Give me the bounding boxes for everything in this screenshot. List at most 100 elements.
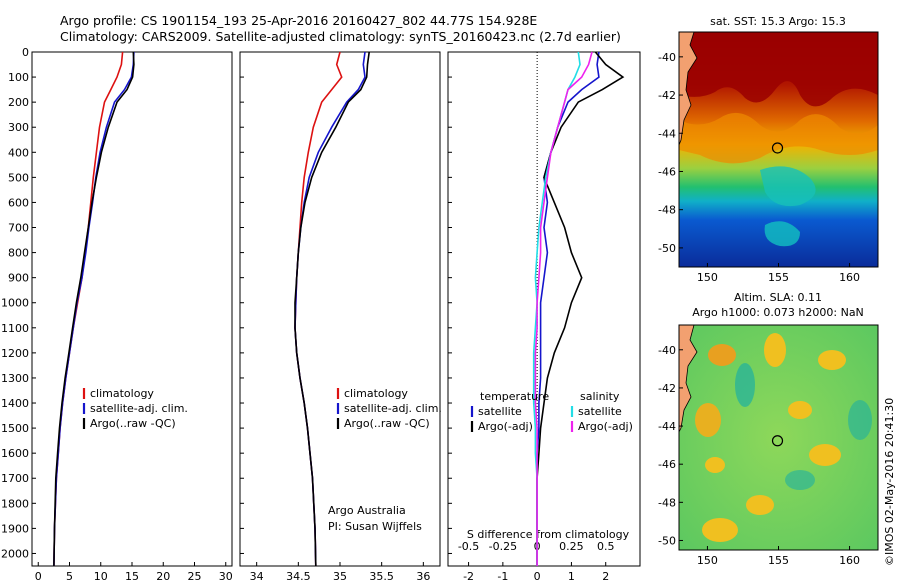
legend-entry: satellite bbox=[478, 405, 522, 418]
argo-position-marker bbox=[771, 435, 784, 447]
x-tick-label: 35.5 bbox=[369, 570, 394, 580]
map-x-tick-label: 150 bbox=[697, 554, 718, 567]
sla-blob bbox=[746, 495, 774, 515]
x-tick-label: -1 bbox=[497, 570, 508, 580]
argo-position-marker bbox=[771, 142, 784, 154]
sst-warm-front bbox=[679, 32, 878, 107]
x-tick-label: 34.5 bbox=[286, 570, 311, 580]
x-tick-label: -2 bbox=[463, 570, 474, 580]
y-tick-label: 1100 bbox=[1, 322, 29, 335]
header-line2: Climatology: CARS2009. Satellite-adjuste… bbox=[60, 29, 621, 44]
series-line bbox=[294, 51, 370, 567]
y-tick-label: 1000 bbox=[1, 297, 29, 310]
plot-frame bbox=[447, 51, 641, 567]
y-tick-label: 1800 bbox=[1, 497, 29, 510]
x-tick-label: 0 bbox=[35, 570, 42, 580]
header-line1: Argo profile: CS 1901154_193 25-Apr-2016… bbox=[60, 13, 537, 28]
map-y-tick-label: -48 bbox=[658, 496, 676, 509]
sla-map: Altim. SLA: 0.11 Argo h1000: 0.073 h2000… bbox=[658, 291, 879, 567]
x-tick-label: 25 bbox=[188, 570, 202, 580]
sla-blob bbox=[695, 403, 721, 437]
x-tick-label: 5 bbox=[66, 570, 73, 580]
sla-map-title-2: Argo h1000: 0.073 h2000: NaN bbox=[692, 306, 864, 319]
plot-frame bbox=[31, 51, 233, 567]
sla-blob bbox=[705, 457, 725, 473]
y-tick-label: 300 bbox=[8, 121, 29, 134]
x-tick-label: 15 bbox=[125, 570, 139, 580]
difference-panel: -2-1012T difference from climatology-0.5… bbox=[447, 51, 641, 583]
map-y-tick-label: -42 bbox=[658, 382, 676, 395]
y-tick-label: 0 bbox=[22, 46, 29, 59]
x-tick-label: 10 bbox=[94, 570, 108, 580]
sla-blob bbox=[809, 444, 841, 466]
s-tick-label: -0.5 bbox=[458, 540, 479, 553]
y-tick-label: 1600 bbox=[1, 447, 29, 460]
sla-blob bbox=[702, 518, 738, 542]
temperature-panel: 051015202530temperature (deg C)010020030… bbox=[1, 46, 233, 583]
y-tick-label: 1900 bbox=[1, 522, 29, 535]
map-y-tick-label: -44 bbox=[658, 420, 676, 433]
x-tick-label: 30 bbox=[219, 570, 233, 580]
x-tick-label: 34 bbox=[250, 570, 264, 580]
x-tick-label: 2 bbox=[602, 570, 609, 580]
y-tick-label: 800 bbox=[8, 247, 29, 260]
map-x-tick-label: 155 bbox=[768, 554, 789, 567]
sst-orange-band bbox=[679, 112, 878, 164]
series-line bbox=[53, 51, 135, 567]
timestamp-stamp: ©IMOS 02-May-2016 20:41:30 bbox=[883, 397, 896, 566]
plot-frame bbox=[239, 51, 441, 567]
legend-entry: Argo(-adj) bbox=[478, 420, 533, 433]
legend-group-title: salinity bbox=[580, 390, 620, 403]
map-y-tick-label: -46 bbox=[658, 458, 676, 471]
annotation-text: Argo Australia bbox=[328, 504, 406, 517]
y-tick-label: 400 bbox=[8, 146, 29, 159]
sst-map-title: sat. SST: 15.3 Argo: 15.3 bbox=[710, 15, 846, 28]
map-y-tick-label: -44 bbox=[658, 127, 676, 140]
map-y-tick-label: -40 bbox=[658, 51, 676, 64]
y-tick-label: 1400 bbox=[1, 397, 29, 410]
x-tick-label: 0 bbox=[534, 570, 541, 580]
annotation-text: PI: Susan Wijffels bbox=[328, 520, 422, 533]
map-y-tick-label: -42 bbox=[658, 89, 676, 102]
y-tick-label: 1200 bbox=[1, 347, 29, 360]
map-y-tick-label: -40 bbox=[658, 344, 676, 357]
sla-map-title-1: Altim. SLA: 0.11 bbox=[734, 291, 822, 304]
legend-entry: satellite-adj. clim. bbox=[90, 402, 188, 415]
sla-blob bbox=[764, 333, 786, 367]
legend-entry: satellite bbox=[578, 405, 622, 418]
series-line bbox=[536, 51, 625, 566]
salinity-panel: 3434.53535.536salinityclimatologysatelli… bbox=[239, 51, 442, 583]
y-tick-label: 1700 bbox=[1, 472, 29, 485]
x-tick-label: 1 bbox=[568, 570, 575, 580]
legend-entry: Argo(-adj) bbox=[578, 420, 633, 433]
map-x-tick-label: 160 bbox=[839, 554, 860, 567]
map-y-tick-label: -46 bbox=[658, 165, 676, 178]
sla-blob bbox=[708, 344, 736, 366]
sla-blob bbox=[848, 400, 872, 440]
map-x-tick-label: 150 bbox=[697, 271, 718, 284]
y-tick-label: 700 bbox=[8, 222, 29, 235]
y-tick-label: 100 bbox=[8, 71, 29, 84]
map-y-tick-label: -50 bbox=[658, 242, 676, 255]
series-line bbox=[534, 51, 593, 566]
s-axis-label: S difference from climatology bbox=[467, 528, 630, 541]
sst-coast bbox=[679, 32, 698, 146]
x-tick-label: 20 bbox=[156, 570, 170, 580]
legend-entry: climatology bbox=[90, 387, 154, 400]
x-tick-label: 36 bbox=[416, 570, 430, 580]
sla-blob bbox=[788, 401, 812, 419]
y-tick-label: 1500 bbox=[1, 422, 29, 435]
s-tick-label: -0.25 bbox=[489, 540, 517, 553]
y-tick-label: 600 bbox=[8, 196, 29, 209]
legend-group-title: temperature bbox=[480, 390, 549, 403]
legend-entry: climatology bbox=[344, 387, 408, 400]
map-x-tick-label: 160 bbox=[839, 271, 860, 284]
y-tick-label: 1300 bbox=[1, 372, 29, 385]
y-tick-label: 500 bbox=[8, 171, 29, 184]
y-tick-label: 200 bbox=[8, 96, 29, 109]
map-x-tick-label: 155 bbox=[768, 271, 789, 284]
sla-blob bbox=[785, 470, 815, 490]
s-tick-label: 0.5 bbox=[597, 540, 615, 553]
sst-cold-eddy bbox=[764, 221, 800, 247]
sst-map: sat. SST: 15.3 Argo: 15.3 150 155 160 -40 -4… bbox=[658, 15, 879, 284]
